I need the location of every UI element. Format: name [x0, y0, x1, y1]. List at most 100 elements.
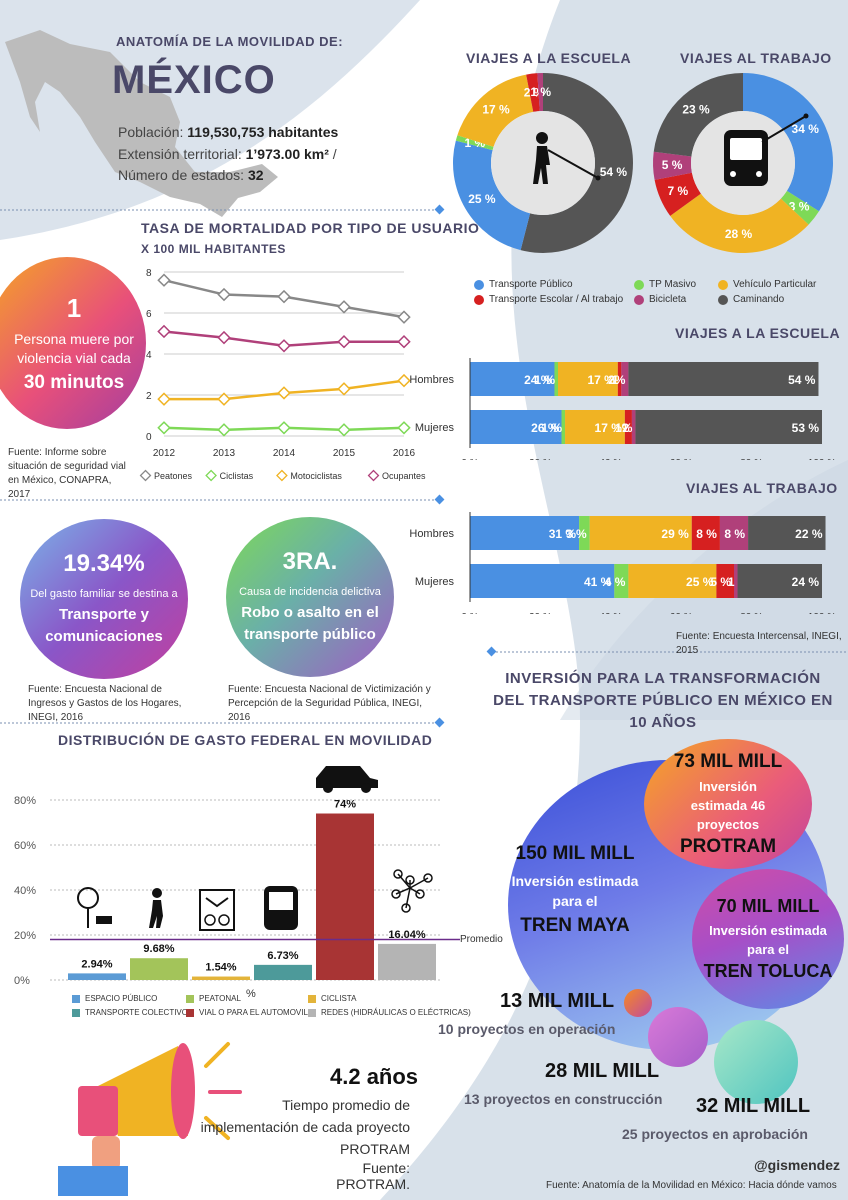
protram-amount: 73 MIL MILL	[673, 750, 783, 772]
bar-label: 1	[728, 575, 735, 589]
donut-slice	[455, 135, 494, 151]
bar-label: 16.04%	[388, 929, 426, 941]
car-wheel	[323, 783, 333, 793]
apr-text: 25 proyectos en aprobación	[622, 1126, 808, 1142]
series-marker	[217, 392, 231, 406]
bar-segment	[631, 410, 636, 444]
bar-segment	[470, 564, 615, 598]
bar-label: 4 %	[605, 575, 626, 589]
legend-label: Vehículo Particular	[733, 279, 817, 290]
legend-swatch	[72, 1008, 80, 1017]
protram-name: PROTRAM	[679, 835, 777, 857]
series-marker	[157, 324, 171, 339]
y-tick-label: 6	[146, 309, 152, 320]
legend-swatch	[186, 1008, 194, 1017]
bar-segment	[470, 410, 562, 444]
y-tick-label: 40%	[14, 885, 36, 897]
spend-source: Fuente: Encuesta Nacional de Ingresos y …	[28, 684, 182, 723]
legend-tp-masivo: TP Masivo	[634, 279, 696, 290]
legend-label: Ocupantes	[382, 471, 426, 481]
bar-segment	[554, 362, 558, 396]
extension-label: Extensión territorial:	[118, 146, 242, 162]
series-marker	[337, 382, 351, 396]
mortality-subtitle: X 100 MIL HABITANTES	[141, 242, 286, 256]
series-marker	[217, 423, 231, 437]
x-tick-label: 2013	[213, 448, 236, 459]
spend-circle: 19.34% Del gasto familiar se destina a T…	[20, 519, 188, 679]
legend-dot	[718, 279, 728, 290]
x-tick-label: 60 %	[670, 612, 693, 614]
school-bars-title: VIAJES A LA ESCUELA	[675, 325, 841, 341]
average-label: Promedio	[460, 934, 503, 945]
network-link	[397, 873, 411, 889]
fed-legend-transporte: TRANSPORTE COLECTIVO	[72, 1008, 188, 1017]
bar-segment	[691, 516, 720, 550]
school-donut-title: VIAJES A LA ESCUELA	[466, 50, 632, 66]
legend-label: Ciclistas	[220, 471, 254, 481]
legend-dot	[634, 279, 644, 290]
donut-label: 23 %	[682, 103, 710, 117]
series-marker	[157, 273, 171, 287]
x-tick-label: 2016	[393, 448, 416, 459]
car-wheel	[361, 783, 371, 793]
donut-label: 28 %	[725, 227, 753, 241]
bar	[378, 943, 436, 980]
pedestrian-icon	[149, 888, 163, 928]
bar-segment	[734, 564, 738, 598]
bar-segment	[470, 516, 580, 550]
work-bars-source: Fuente: Encuesta Intercensal, INEGI, 201…	[676, 631, 842, 656]
bar	[68, 973, 126, 980]
bar-segment	[635, 410, 822, 444]
donut-slice	[670, 193, 809, 253]
spend-highlight: Transporte y comunicaciones	[45, 606, 163, 645]
series-marker	[397, 334, 411, 349]
bar-label: 17 %	[595, 421, 623, 435]
legend-label: Transporte Público	[489, 279, 573, 290]
bar-segment	[470, 362, 555, 396]
row-label: Mujeres	[415, 576, 455, 588]
legend-dot	[474, 294, 484, 305]
extension-line: Extensión territorial: 1’973.00 km² /	[118, 146, 337, 162]
chevron	[205, 897, 229, 908]
bar-segment	[589, 516, 692, 550]
network-link	[409, 887, 421, 895]
wheel	[204, 914, 216, 926]
fed-legend-vial: VIAL O PARA EL AUTOMOVIL	[186, 1008, 308, 1017]
states-line: Número de estados: 32	[118, 167, 264, 183]
legend-marker	[205, 469, 217, 482]
row-label: Hombres	[409, 374, 454, 386]
donut-slice	[780, 190, 819, 225]
bar-label: 6.73%	[267, 950, 298, 962]
donut-label: 25 %	[468, 192, 496, 206]
author-handle: @gismendez	[754, 1157, 841, 1173]
legend-marker	[276, 469, 288, 482]
bar	[192, 976, 250, 980]
legend-label: CICLISTA	[321, 994, 357, 1003]
x-tick-label: 2014	[273, 448, 296, 459]
toluca-name: TREN TOLUCA	[703, 961, 833, 981]
bar-label: 9.68%	[143, 943, 174, 955]
donut-label: 7 %	[667, 184, 688, 198]
bar-segment	[716, 564, 734, 598]
x-tick-label: 80 %	[740, 612, 763, 614]
x-tick-label: 0 %	[461, 458, 478, 460]
mortality-line-chart: 0 2 4 6 8 2012 2013 2014 2015 2016 Peatones Ciclist…	[139, 268, 426, 482]
bar-segment	[737, 564, 822, 598]
bar-segment	[624, 410, 632, 444]
page-title: MÉXICO	[112, 58, 276, 102]
cons-dot	[648, 1007, 708, 1067]
protram-time-source: Fuente: PROTRAM.	[336, 1160, 410, 1192]
population-line: Población: 119,530,753 habitantes	[118, 124, 338, 140]
header-kicker: ANATOMÍA DE LA MOVILIDAD DE:	[116, 34, 344, 49]
donut-label: 1 %	[530, 85, 551, 99]
network-node	[393, 869, 403, 879]
mortality-title: TASA DE MORTALIDAD POR TIPO DE USUARIO	[141, 220, 480, 236]
bar-segment	[614, 564, 629, 598]
network-node	[415, 889, 425, 899]
crime-circle: 3RA. Causa de incidencia delictiva Robo …	[226, 517, 394, 677]
donut-slice	[520, 73, 633, 254]
donut-label: 54 %	[600, 165, 628, 179]
maya-amount: 150 MIL MILL	[515, 843, 635, 864]
blind-pedestrian-icon	[533, 132, 601, 184]
fed-legend-peatonal: PEATONAL	[186, 994, 241, 1003]
